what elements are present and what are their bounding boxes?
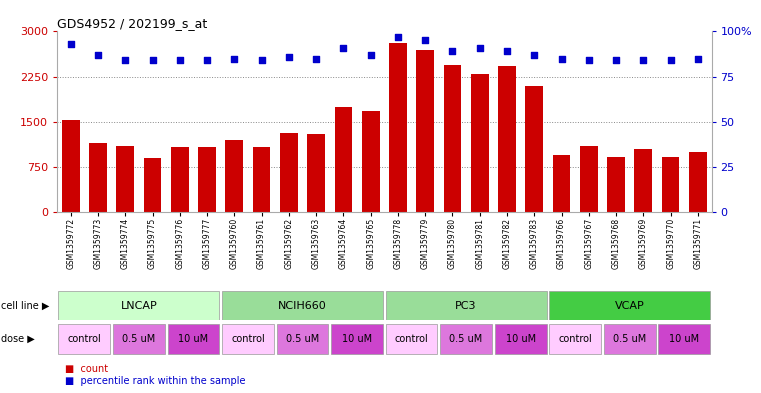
Point [692,55,704,62]
Text: ■  count: ■ count [65,364,108,374]
Point [256,57,268,64]
Point [501,48,513,55]
Point [664,57,677,64]
Bar [335,107,352,212]
Point [65,41,77,47]
Bar [389,44,407,212]
Point [337,44,349,51]
Bar [222,292,383,320]
Bar [607,157,625,212]
Point [146,57,158,64]
Bar [276,324,329,354]
Bar [62,120,80,212]
Point [201,57,213,64]
Bar [603,324,656,354]
Point [447,48,459,55]
Text: PC3: PC3 [455,301,477,310]
Bar [144,158,161,212]
Point [473,44,486,51]
Text: 10 uM: 10 uM [178,334,209,344]
Bar [471,73,489,212]
Point [610,57,622,64]
Bar [307,134,325,212]
Point [419,37,431,44]
Bar [689,152,707,212]
Text: control: control [559,334,592,344]
Text: control: control [395,334,428,344]
Bar [222,324,274,354]
Point [556,55,568,62]
Bar [171,147,189,212]
Bar [658,324,710,354]
Text: LNCAP: LNCAP [120,301,158,310]
Text: VCAP: VCAP [615,301,645,310]
Bar [280,133,298,212]
Bar [635,149,652,212]
Bar [498,66,516,212]
Bar [59,324,110,354]
Text: NCIH660: NCIH660 [278,301,327,310]
Bar [525,86,543,212]
Bar [225,140,244,212]
Bar [59,292,219,320]
Point [310,55,322,62]
Bar [113,324,165,354]
Point [283,53,295,60]
Point [637,57,649,64]
Point [365,52,377,58]
Bar [580,146,597,212]
Bar [552,155,571,212]
Text: control: control [68,334,101,344]
Bar [416,50,434,212]
Bar [253,147,270,212]
Bar [386,292,546,320]
Bar [361,111,380,212]
Text: 0.5 uM: 0.5 uM [123,334,155,344]
Text: control: control [231,334,265,344]
Text: 10 uM: 10 uM [505,334,536,344]
Point [92,52,104,58]
Bar [386,324,438,354]
Point [174,57,186,64]
Bar [495,324,546,354]
Text: 10 uM: 10 uM [342,334,372,344]
Point [119,57,132,64]
Text: GDS4952 / 202199_s_at: GDS4952 / 202199_s_at [57,17,207,30]
Point [583,57,595,64]
Text: 0.5 uM: 0.5 uM [286,334,319,344]
Bar [198,147,216,212]
Text: dose ▶: dose ▶ [1,334,34,344]
Bar [549,324,601,354]
Point [228,55,240,62]
Text: cell line ▶: cell line ▶ [1,301,49,310]
Text: 0.5 uM: 0.5 uM [613,334,646,344]
Bar [89,143,107,212]
Bar [662,157,680,212]
Bar [440,324,492,354]
Point [392,34,404,40]
Text: 0.5 uM: 0.5 uM [450,334,482,344]
Point [528,52,540,58]
Text: 10 uM: 10 uM [669,334,699,344]
Text: ■  percentile rank within the sample: ■ percentile rank within the sample [65,376,245,386]
Bar [331,324,383,354]
Bar [549,292,710,320]
Bar [116,146,134,212]
Bar [444,64,461,212]
Bar [167,324,219,354]
